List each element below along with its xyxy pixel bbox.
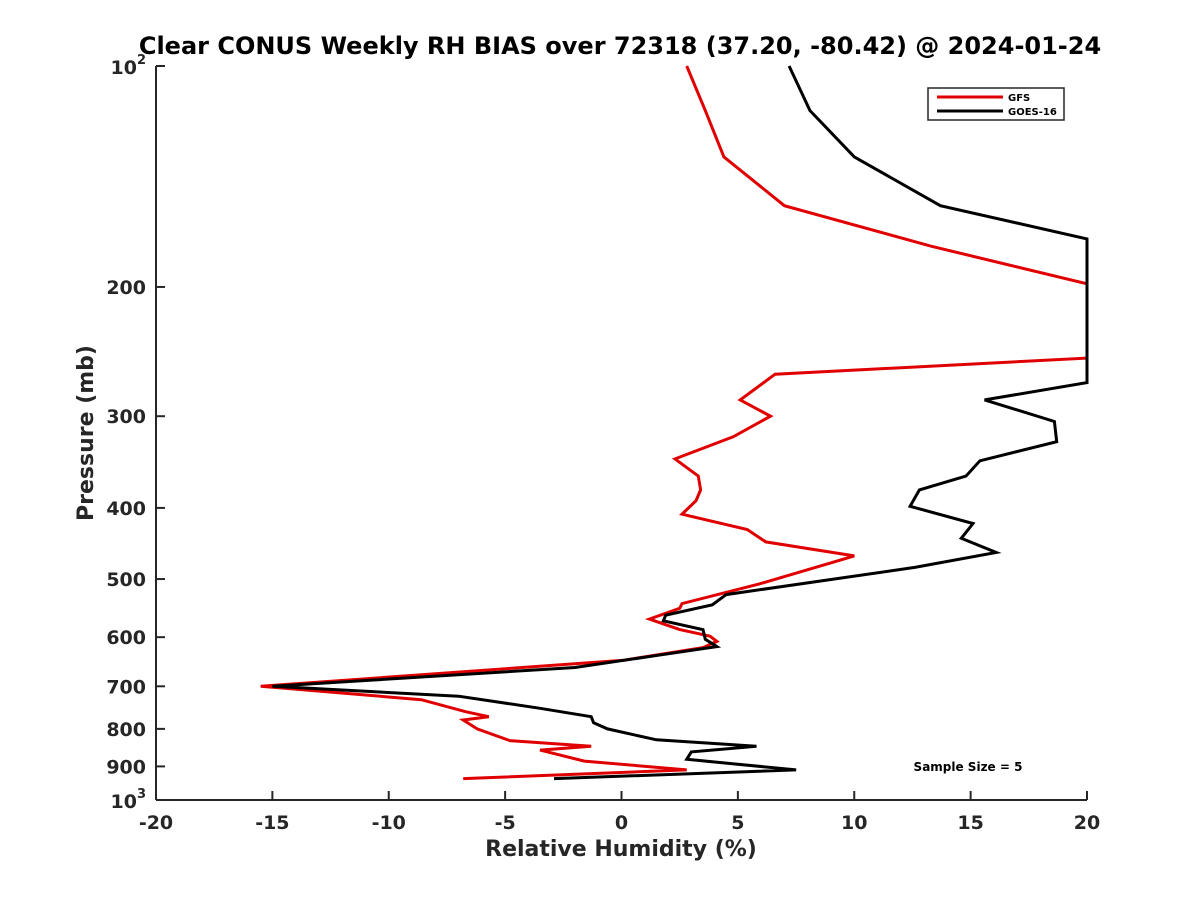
x-axis-label: Relative Humidity (%) [485, 837, 757, 862]
series-line-gfs [260, 65, 1089, 781]
y-tick-label: 900 [106, 756, 146, 778]
x-tick-label: 20 [1074, 812, 1100, 834]
x-tick-label: 0 [615, 812, 628, 834]
legend-box [927, 87, 1065, 121]
x-tick-label: -20 [139, 812, 173, 834]
x-tick-label: -5 [495, 812, 516, 834]
y-decade-label: 102 [111, 53, 147, 79]
x-tick-label: 5 [731, 812, 744, 834]
y-axis-label: Pressure (mb) [74, 345, 99, 521]
y-tick-label: 300 [106, 406, 146, 428]
sample-size-annotation: Sample Size = 5 [914, 760, 1023, 774]
legend-label-goes16: GOES-16 [1008, 107, 1057, 118]
legend-label-gfs: GFS [1008, 93, 1030, 104]
x-axis-ticks: -20 -15 -10 -5 0 5 10 15 20 [139, 791, 1100, 834]
x-tick-label: -15 [255, 812, 289, 834]
x-tick-label: -10 [372, 812, 406, 834]
series-line-goes16 [272, 65, 1089, 781]
series-layer [260, 65, 1089, 781]
chart-title: Clear CONUS Weekly RH BIAS over 72318 (3… [139, 32, 1101, 60]
y-tick-label: 500 [106, 569, 146, 591]
plot-area: -20 -15 -10 -5 0 5 10 15 20 200 300 400 500 600 700 80… [106, 53, 1100, 834]
legend: GFS GOES-16 [927, 87, 1065, 121]
y-tick-label: 700 [106, 676, 146, 698]
x-tick-label: 10 [841, 812, 867, 834]
y-decade-exponent: 3 [137, 787, 146, 802]
y-tick-label: 200 [106, 277, 146, 299]
x-tick-label: 15 [957, 812, 983, 834]
y-tick-label: 800 [106, 719, 146, 741]
y-tick-label: 600 [106, 627, 146, 649]
y-decade-exponent: 2 [137, 53, 146, 68]
y-axis-ticks: 200 300 400 500 600 700 800 900 102 103 [106, 53, 165, 813]
y-decade-label: 103 [111, 787, 147, 813]
y-tick-label: 400 [106, 498, 146, 520]
